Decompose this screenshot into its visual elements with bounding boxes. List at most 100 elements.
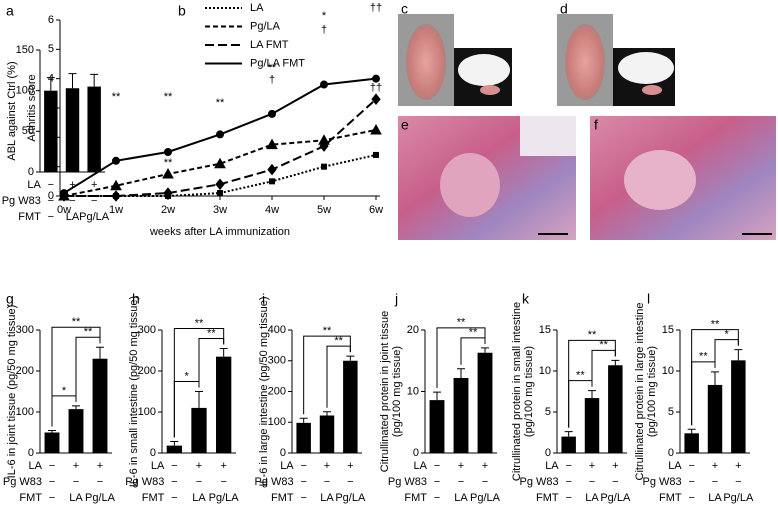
y-tick-label: 15 (662, 324, 674, 336)
y-tick-label: 0 (668, 447, 674, 459)
bar (68, 409, 84, 453)
annotation: ** (164, 157, 173, 169)
condition-name: LA (414, 460, 428, 472)
condition-value: Pg/LA (335, 492, 366, 504)
y-axis-label: ABL against Ctrl (%) (6, 61, 18, 160)
x-tick-label: 3w (213, 204, 227, 216)
photo-c (398, 14, 512, 106)
marker (164, 148, 172, 156)
y-tick-label: 150 (16, 44, 34, 56)
condition-value: − (458, 476, 464, 488)
bar (429, 400, 445, 453)
condition-value: Pg/LA (470, 492, 501, 504)
significance-bracket (51, 326, 101, 427)
bar (166, 445, 182, 453)
marker (162, 167, 174, 179)
error-bar (46, 77, 55, 91)
y-tick-label: 1 (48, 161, 54, 173)
marker (60, 189, 68, 198)
bar (477, 352, 493, 453)
condition-value: − (49, 492, 55, 504)
bar (584, 398, 600, 453)
condition-value: − (612, 476, 618, 488)
condition-value: + (91, 179, 97, 191)
error-bar (346, 355, 355, 361)
y-tick-label: 20 (407, 324, 419, 336)
error-bar (457, 368, 465, 378)
legend-label: LA (250, 2, 264, 14)
bar (92, 358, 108, 453)
condition-value: − (300, 460, 306, 472)
y-tick-label: 5 (668, 406, 674, 418)
annotation: ** (268, 62, 277, 74)
condition-name: FMT (19, 492, 42, 504)
condition-name: LA (280, 460, 294, 472)
marker (371, 93, 381, 106)
condition-value: − (196, 476, 202, 488)
significance-label: ** (576, 370, 585, 382)
photo-e (398, 116, 576, 240)
y-tick-label: 4 (48, 73, 54, 85)
y-tick-label: 300 (138, 324, 156, 336)
condition-value: LA (320, 492, 334, 504)
error-bar (323, 411, 331, 416)
bar (343, 360, 358, 453)
bar (731, 360, 746, 453)
condition-value: − (48, 195, 54, 207)
y-tick-label: 100 (268, 416, 286, 428)
marker (216, 130, 224, 139)
y-tick-label: 10 (662, 365, 674, 377)
x-axis-label: weeks after LA immunization (149, 226, 290, 238)
y-tick-label: 0 (545, 447, 551, 459)
bar (684, 433, 699, 453)
annotation: * (322, 10, 327, 22)
bar (296, 422, 311, 453)
y-tick-label: 2 (48, 131, 54, 143)
bar (44, 432, 60, 453)
x-tick-label: 6w (369, 204, 383, 216)
marker (372, 74, 380, 83)
annotation: ** (112, 91, 121, 103)
legend-label: LA FMT (250, 39, 289, 51)
significance-label: ** (207, 327, 216, 339)
condition-value: − (688, 476, 694, 488)
significance-label: * (185, 370, 190, 382)
condition-value: − (220, 476, 226, 488)
marker (321, 163, 327, 170)
error-bar (481, 347, 489, 353)
panel-letter: g (6, 291, 14, 307)
condition-value: + (458, 460, 464, 472)
marker (110, 179, 122, 191)
condition-value: Pg/LA (79, 211, 110, 223)
significance-bracket (691, 329, 739, 426)
annotation: ** (164, 91, 173, 103)
panel-letter: h (132, 291, 140, 307)
condition-name: FMT (271, 492, 294, 504)
y-tick-label: 300 (16, 324, 34, 336)
condition-value: − (688, 460, 694, 472)
panel-letter: f (594, 117, 598, 133)
condition-value: − (712, 476, 718, 488)
condition-value: − (434, 460, 440, 472)
condition-value: LA (585, 492, 599, 504)
y-tick-label: 0 (48, 190, 54, 202)
significance-label: ** (457, 317, 466, 329)
y-axis-label: IL-6 in large intestine (pg/50 mg tissue… (258, 296, 270, 486)
y-tick-label: 0 (150, 447, 156, 459)
condition-name: Pg W83 (520, 476, 559, 488)
y-tick-label: 400 (268, 324, 286, 336)
y-tick-label: 100 (16, 85, 34, 97)
condition-value: − (73, 476, 79, 488)
condition-value: LA (708, 492, 722, 504)
y-axis-label: (pg/100 mg tissue) (646, 346, 658, 437)
significance-label: ** (469, 327, 478, 339)
condition-value: − (324, 476, 330, 488)
condition-value: − (347, 476, 353, 488)
condition-name: LA (668, 460, 682, 472)
significance-label: ** (84, 326, 93, 338)
error-bar (564, 431, 573, 437)
y-tick-label: 6 (48, 14, 54, 26)
condition-value: − (171, 476, 177, 488)
y-tick-label: 200 (138, 365, 156, 377)
y-axis-label: (pg/100 mg tissue) (391, 346, 403, 437)
